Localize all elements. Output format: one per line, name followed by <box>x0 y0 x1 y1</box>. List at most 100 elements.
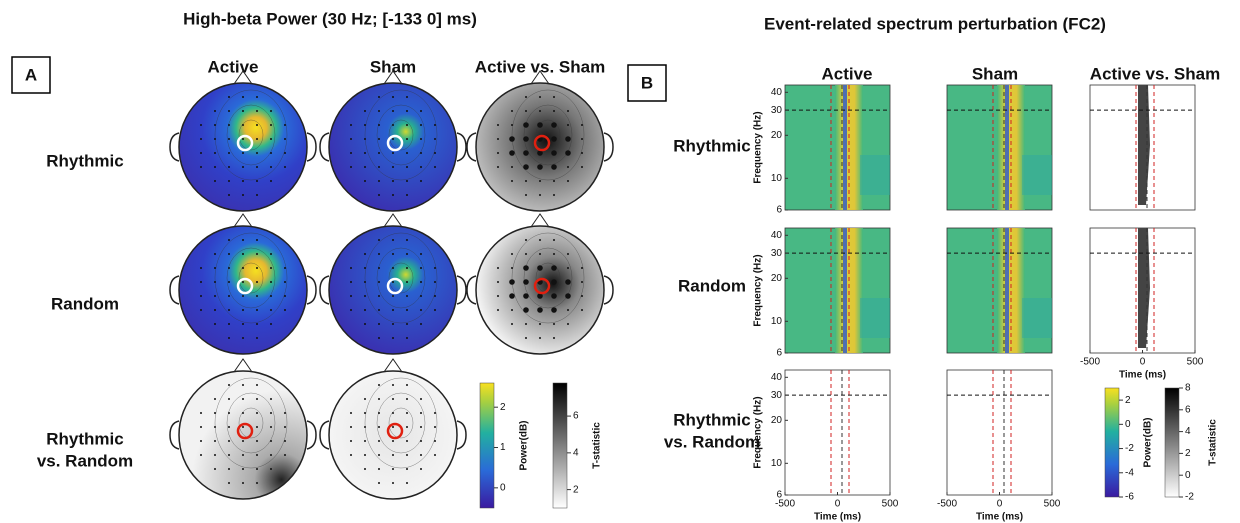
electrode <box>256 440 258 442</box>
topoplot <box>319 70 467 212</box>
row-label: Rhythmic <box>673 136 750 155</box>
y-axis-label: Frequency (Hz) <box>753 254 764 326</box>
electrode <box>581 166 583 168</box>
electrode <box>523 122 529 128</box>
column-header: Active vs. Sham <box>475 57 605 76</box>
electrode <box>256 138 258 140</box>
electrode <box>228 152 230 154</box>
electrode <box>551 122 557 128</box>
electrode <box>270 281 272 283</box>
electrode <box>378 295 380 297</box>
electrode <box>420 152 422 154</box>
electrode <box>497 281 499 283</box>
colorbar <box>479 382 495 509</box>
head-ear <box>319 275 330 305</box>
electrode <box>228 253 230 255</box>
electrode <box>214 138 216 140</box>
colorbar-tick-label: 2 <box>573 484 579 495</box>
electrode <box>539 96 541 98</box>
colorbar-tick-label: 2 <box>1125 395 1131 406</box>
electrode <box>228 323 230 325</box>
electrode <box>392 194 394 196</box>
electrode <box>378 96 380 98</box>
electrode <box>406 468 408 470</box>
electrode <box>214 110 216 112</box>
electrode <box>581 295 583 297</box>
electrode <box>406 124 408 126</box>
electrode <box>256 110 258 112</box>
electrode <box>497 138 499 140</box>
electrode <box>200 281 202 283</box>
electrode <box>551 265 557 271</box>
tf-plot <box>946 227 1053 354</box>
electrode <box>434 166 436 168</box>
electrode <box>567 267 569 269</box>
electrode <box>420 468 422 470</box>
electrode <box>284 281 286 283</box>
electrode <box>256 412 258 414</box>
tf-region <box>860 155 890 195</box>
electrode <box>551 150 557 156</box>
electrode <box>200 124 202 126</box>
electrode <box>420 426 422 428</box>
electrode <box>378 337 380 339</box>
electrode <box>242 309 244 311</box>
electrode <box>242 412 244 414</box>
electrode <box>242 426 244 428</box>
electrode <box>537 293 543 299</box>
electrode <box>406 96 408 98</box>
colorbar-tick-label: 2 <box>500 402 506 413</box>
electrode <box>256 152 258 154</box>
contour <box>523 247 573 309</box>
electrode <box>378 454 380 456</box>
tf-band <box>1005 228 1009 353</box>
electrode <box>511 267 513 269</box>
electrode <box>228 454 230 456</box>
electrode <box>406 267 408 269</box>
electrode <box>228 440 230 442</box>
electrode <box>270 323 272 325</box>
electrode <box>392 454 394 456</box>
electrode <box>392 253 394 255</box>
electrode <box>406 398 408 400</box>
colorbar-tick-label: -4 <box>1125 467 1134 478</box>
colorbar-tick-label: -6 <box>1125 492 1134 503</box>
electrode <box>392 482 394 484</box>
colorbar <box>1104 387 1120 498</box>
electrode <box>406 194 408 196</box>
electrode <box>242 194 244 196</box>
electrode <box>567 253 569 255</box>
electrode <box>284 124 286 126</box>
electrode <box>270 166 272 168</box>
electrode <box>392 309 394 311</box>
x-tick-label: -500 <box>937 499 957 510</box>
electrode <box>350 152 352 154</box>
electrode <box>581 281 583 283</box>
electrode <box>242 482 244 484</box>
head-ear <box>306 275 317 305</box>
electrode <box>378 440 380 442</box>
contour <box>535 119 561 151</box>
scalp-map <box>328 370 458 500</box>
electrode <box>228 166 230 168</box>
tf-band <box>1005 85 1009 210</box>
electrode <box>214 398 216 400</box>
contour <box>388 407 414 439</box>
tf-plot <box>946 84 1053 211</box>
electrode <box>434 124 436 126</box>
y-tick-label: 20 <box>771 273 783 284</box>
electrode <box>392 412 394 414</box>
electrode <box>228 138 230 140</box>
electrode <box>406 166 408 168</box>
electrode <box>539 323 541 325</box>
electrode <box>378 281 380 283</box>
electrode <box>242 124 244 126</box>
electrode <box>214 281 216 283</box>
electrode <box>364 267 366 269</box>
column-header: Sham <box>972 64 1018 83</box>
tf-plot: 6 10 20 30 40 Frequency (Hz) <box>753 227 891 359</box>
electrode <box>214 152 216 154</box>
row-label: Random <box>678 276 746 295</box>
y-axis-label: Frequency (Hz) <box>753 396 764 468</box>
electrode <box>350 309 352 311</box>
